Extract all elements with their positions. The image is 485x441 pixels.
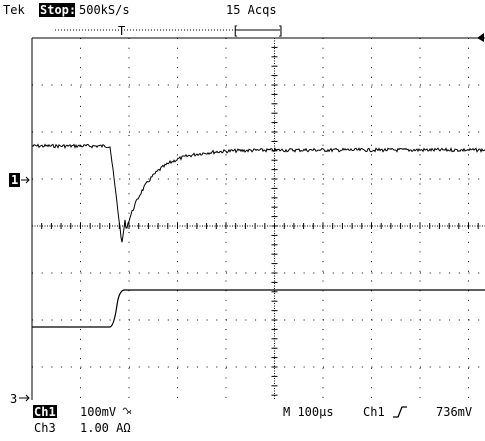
ch1-label: Ch1 bbox=[34, 405, 56, 419]
ch1-label-box bbox=[33, 405, 57, 418]
state: Stop: bbox=[40, 3, 76, 17]
trigger-slope bbox=[393, 406, 407, 418]
ch1-scale: 100mV bbox=[80, 405, 116, 419]
trigger-level: 736mV bbox=[436, 405, 472, 419]
sample-rate: 500kS/s bbox=[79, 3, 130, 17]
ch3-scale: 1.00 AΩ bbox=[80, 421, 131, 435]
trigger-position: T bbox=[118, 24, 125, 38]
brand: Tek bbox=[3, 3, 25, 17]
graticule bbox=[31, 37, 485, 400]
ch3-arrow bbox=[19, 394, 30, 402]
bandwidth-symbol bbox=[122, 407, 132, 415]
trigger-level-arrow bbox=[477, 33, 484, 42]
ch3-label: Ch3 bbox=[34, 421, 56, 435]
trigger-source: Ch1 bbox=[363, 405, 385, 419]
ch3-trace bbox=[32, 289, 485, 328]
bracket-left: [ bbox=[232, 24, 239, 38]
bracket-right: ] bbox=[277, 24, 284, 38]
ch1-arrow bbox=[21, 176, 30, 184]
acquisitions: 15 Acqs bbox=[226, 3, 277, 17]
ch3-marker: 3 bbox=[10, 392, 17, 406]
ch1-marker: 1 bbox=[11, 173, 18, 187]
state-box bbox=[39, 3, 75, 17]
timebase: M 100µs bbox=[283, 405, 334, 419]
ch1-trace bbox=[31, 143, 485, 243]
ch1-marker-box bbox=[9, 173, 20, 187]
